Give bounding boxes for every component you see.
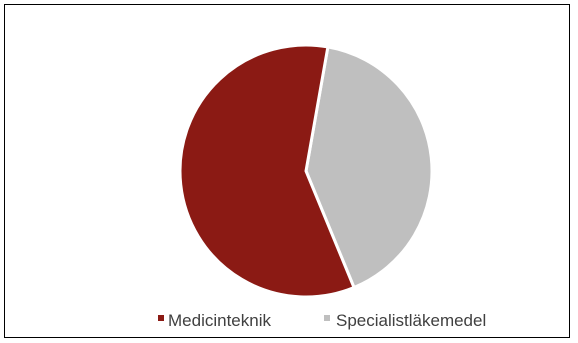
legend-item: Medicinteknik bbox=[158, 311, 271, 330]
legend-marker bbox=[324, 315, 330, 321]
legend-marker bbox=[158, 315, 164, 321]
legend: Medicinteknik Specialistläkemedel bbox=[158, 311, 486, 330]
legend-label: Medicinteknik bbox=[168, 311, 271, 330]
legend-item: Specialistläkemedel bbox=[324, 311, 486, 330]
pie-slice-medicinteknik bbox=[178, 43, 356, 299]
pie-slice-specialistläkemedel bbox=[304, 45, 434, 289]
legend-label: Specialistläkemedel bbox=[336, 311, 486, 330]
